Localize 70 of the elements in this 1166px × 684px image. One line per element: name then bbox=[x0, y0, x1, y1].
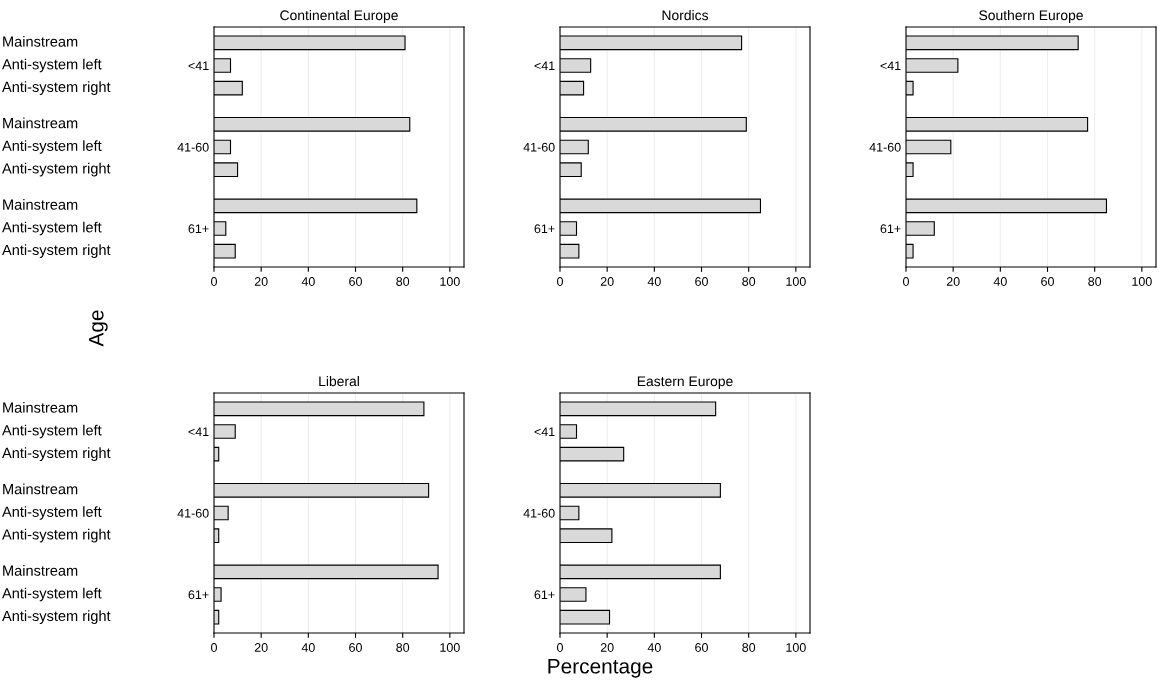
text: Mainstream bbox=[3, 117, 78, 129]
y-tick-label: 41-60 bbox=[523, 508, 555, 518]
x-tick-label: 100 bbox=[786, 643, 806, 652]
y-tick-label: 61+ bbox=[534, 590, 555, 600]
x-tick-label: 80 bbox=[396, 643, 410, 652]
x-tick-label: 40 bbox=[301, 643, 315, 652]
x-tick-label: 0 bbox=[557, 643, 563, 652]
x-tick-label: 0 bbox=[557, 277, 563, 286]
x-tick-label: 100 bbox=[440, 643, 460, 652]
chart-title: Southern Europe bbox=[979, 9, 1083, 23]
x-tick-label: 20 bbox=[600, 643, 614, 652]
x-tick-label: 60 bbox=[695, 277, 708, 286]
text: Anti-system left bbox=[2, 587, 102, 602]
text: Anti-system left bbox=[2, 506, 102, 520]
text: Mainstream bbox=[3, 565, 78, 576]
y-tick-label: <41 bbox=[534, 427, 555, 437]
text: Mainstream bbox=[3, 402, 78, 413]
chart-title: Nordics bbox=[662, 9, 709, 21]
y-tick-label: 41-60 bbox=[869, 142, 901, 152]
y-tick-label: 41-60 bbox=[177, 142, 209, 152]
text: Anti-system right bbox=[2, 162, 111, 177]
text: Anti-system left bbox=[2, 140, 102, 154]
y-tick-label: 61+ bbox=[188, 590, 209, 600]
x-tick-label: 20 bbox=[600, 277, 614, 286]
x-tick-label: 40 bbox=[301, 277, 315, 286]
y-tick-label: <41 bbox=[880, 61, 901, 71]
text: Mainstream bbox=[3, 483, 78, 495]
y-tick-label: 41-60 bbox=[177, 508, 209, 518]
x-tick-label: 80 bbox=[742, 643, 756, 652]
x-tick-label: 100 bbox=[440, 277, 460, 286]
x-tick-label: 60 bbox=[695, 643, 708, 652]
x-axis-title: Percentage bbox=[548, 659, 653, 678]
y-tick-label: <41 bbox=[534, 61, 555, 71]
text: Anti-system right bbox=[2, 528, 111, 543]
y-tick-label: <41 bbox=[188, 427, 209, 437]
y-tick-label: 41-60 bbox=[523, 142, 555, 152]
y-tick-label: 61+ bbox=[188, 224, 209, 234]
x-tick-label: 80 bbox=[742, 277, 756, 286]
y-tick-label: 61+ bbox=[880, 224, 901, 234]
text: Mainstream bbox=[3, 36, 78, 47]
x-tick-label: 40 bbox=[993, 277, 1007, 286]
text: Mainstream bbox=[3, 199, 78, 210]
x-tick-label: 60 bbox=[1041, 277, 1054, 286]
x-tick-label: 0 bbox=[211, 643, 217, 652]
x-tick-label: 100 bbox=[1132, 277, 1152, 286]
x-tick-label: 60 bbox=[349, 643, 362, 652]
x-tick-label: 80 bbox=[1088, 277, 1102, 286]
x-tick-label: 20 bbox=[946, 277, 960, 286]
x-tick-label: 0 bbox=[211, 277, 217, 286]
x-tick-label: 60 bbox=[349, 277, 362, 286]
x-tick-label: 20 bbox=[254, 277, 268, 286]
text: Anti-system right bbox=[2, 447, 111, 461]
chart-title: Liberal bbox=[319, 375, 359, 387]
x-tick-label: 20 bbox=[254, 643, 268, 652]
x-tick-label: 0 bbox=[903, 277, 909, 286]
text: Anti-system left bbox=[2, 424, 102, 439]
text: Anti-system right bbox=[2, 81, 111, 95]
x-tick-label: 40 bbox=[647, 643, 661, 652]
chart-title: Continental Europe bbox=[280, 9, 398, 23]
text: Anti-system left bbox=[2, 221, 102, 236]
text: Anti-system right bbox=[2, 244, 111, 258]
text: Anti-system right bbox=[2, 610, 111, 624]
chart-title: Eastern Europe bbox=[637, 376, 733, 389]
x-tick-label: 80 bbox=[396, 277, 410, 286]
x-tick-label: 40 bbox=[647, 277, 661, 286]
y-tick-label: <41 bbox=[188, 61, 209, 71]
y-tick-label: 61+ bbox=[534, 224, 555, 234]
y-axis-title: Age bbox=[89, 310, 108, 347]
x-tick-label: 100 bbox=[786, 277, 806, 286]
text: Anti-system left bbox=[2, 58, 102, 73]
